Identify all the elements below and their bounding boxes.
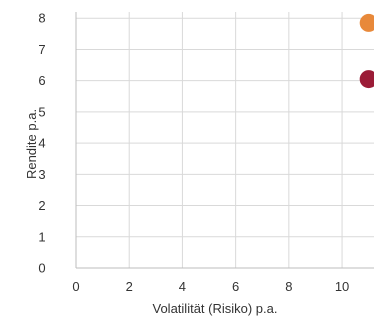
x-tick-label: 2: [126, 279, 133, 294]
y-tick-label: 7: [38, 42, 45, 57]
grid: [76, 12, 374, 269]
y-tick-label: 5: [38, 104, 45, 119]
x-axis-title: Volatilität (Risiko) p.a.: [153, 301, 278, 316]
data-point: [359, 70, 374, 89]
y-tick-label: 3: [38, 167, 45, 182]
x-tick-label: 6: [232, 279, 239, 294]
x-tick-label: 8: [285, 279, 292, 294]
x-tick-label: 10: [335, 279, 349, 294]
y-tick-label: 8: [38, 11, 45, 26]
y-tick-label: 2: [38, 198, 45, 213]
y-axis-title: Rendite p.a.: [24, 109, 39, 179]
tick-labels: 0 1 2 3 4 5 6 7 8 0 2 4 6 8 10: [38, 11, 349, 294]
y-tick-label: 6: [38, 73, 45, 88]
data-points: [359, 13, 374, 89]
y-tick-label: 1: [38, 229, 45, 244]
x-tick-label: 4: [179, 279, 186, 294]
y-tick-label: 0: [38, 261, 45, 276]
y-tick-label: 4: [38, 136, 45, 151]
x-tick-label: 0: [72, 279, 79, 294]
axes: [75, 12, 374, 269]
data-point: [359, 13, 374, 32]
